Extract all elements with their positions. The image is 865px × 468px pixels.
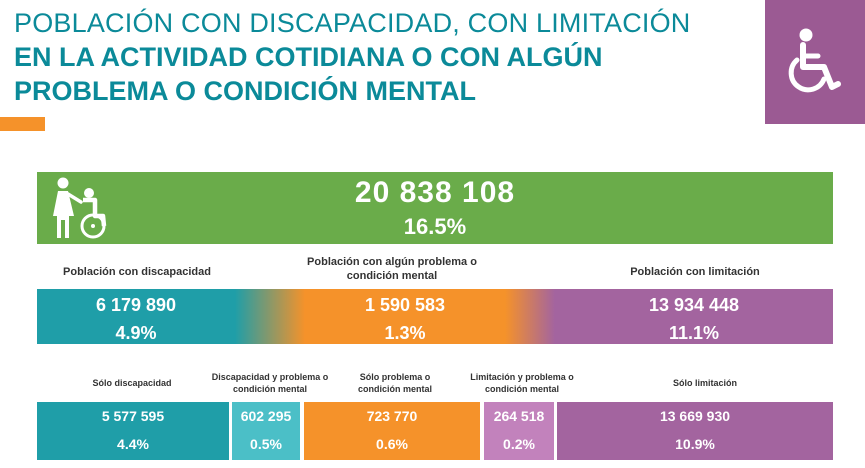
group-bar: 6 179 890 4.9% 1 590 583 1.3% 13 934 448…	[37, 289, 833, 344]
wheelchair-badge	[765, 0, 865, 124]
group-disability: 6 179 890 4.9%	[37, 294, 235, 344]
group-percent: 4.9%	[115, 323, 157, 343]
accent-bar	[0, 117, 45, 131]
total-population-box: 20 838 108 16.5%	[37, 172, 833, 244]
group-value: 6 179 890	[95, 295, 177, 315]
breakdown-only-disability: 5 577 595 4.4%	[37, 402, 229, 460]
breakdown-value: 602 295	[240, 408, 292, 424]
caregiver-wheelchair-icon	[53, 177, 107, 239]
breakdown-percent: 10.9%	[675, 436, 715, 452]
title-line-3: PROBLEMA O CONDICIÓN MENTAL	[14, 76, 476, 106]
title-line-1: POBLACIÓN CON DISCAPACIDAD, CON LIMITACI…	[14, 8, 691, 38]
title-line-2: EN LA ACTIVIDAD COTIDIANA O CON ALGÚN	[14, 42, 603, 72]
breakdown-limitation-mental: 264 518 0.2%	[484, 402, 554, 460]
breakdown-label-only-mental: Sólo problema o condición mental	[357, 372, 432, 394]
page-title: POBLACIÓN CON DISCAPACIDAD, CON LIMITACI…	[14, 6, 754, 108]
group-percent: 1.3%	[384, 323, 426, 343]
group-label-disability: Población con discapacidad	[63, 266, 211, 278]
breakdown-value: 264 518	[493, 408, 545, 424]
total-value: 20 838 108	[354, 176, 516, 209]
breakdown-label-disability-mental: Discapacidad y problema o condición ment…	[211, 372, 329, 394]
breakdown-percent: 0.5%	[250, 436, 282, 452]
breakdown-value: 723 770	[366, 408, 418, 424]
breakdown-label-only-disability: Sólo discapacidad	[92, 378, 172, 388]
breakdown-only-limitation: 13 669 930 10.9%	[557, 402, 833, 460]
group-label-limitation: Población con limitación	[630, 266, 760, 278]
breakdown-label-limitation-mental: Limitación y problema o condición mental	[470, 372, 574, 394]
breakdown-percent: 0.2%	[503, 436, 535, 452]
group-label-mental: Población con algún problema o condición…	[307, 256, 477, 282]
breakdown-label-only-limitation: Sólo limitación	[672, 378, 737, 388]
wheelchair-icon	[788, 28, 841, 93]
total-percent: 16.5%	[403, 214, 467, 239]
breakdown-only-mental: 723 770 0.6%	[304, 402, 480, 460]
breakdown-value: 5 577 595	[101, 408, 165, 424]
group-mental: 1 590 583 1.3%	[305, 294, 505, 344]
group-value: 13 934 448	[648, 295, 740, 315]
group-value: 1 590 583	[364, 295, 446, 315]
group-percent: 11.1%	[668, 323, 720, 343]
breakdown-percent: 4.4%	[117, 436, 149, 452]
group-limitation: 13 934 448 11.1%	[555, 294, 833, 344]
breakdown-disability-mental: 602 295 0.5%	[232, 402, 300, 460]
breakdown-value: 13 669 930	[659, 408, 731, 424]
breakdown-percent: 0.6%	[376, 436, 408, 452]
